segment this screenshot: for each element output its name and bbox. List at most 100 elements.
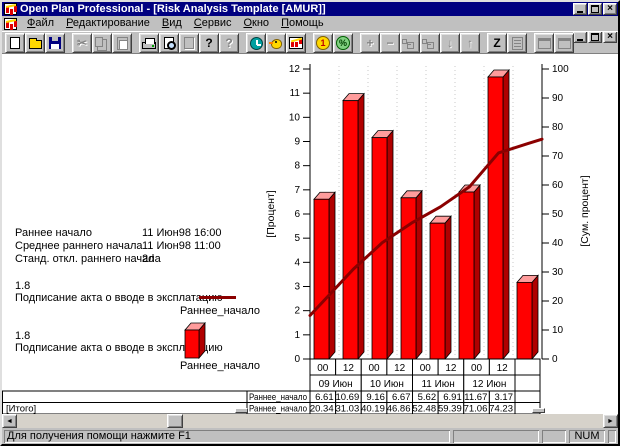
stat-value-mean-early-start: 11 Июн98 11:00 (142, 240, 221, 252)
context-help-button[interactable]: ? (219, 33, 239, 53)
row-group-label: [Итого] (6, 404, 36, 415)
value-label: 71.06 (464, 404, 488, 415)
app-icon[interactable] (4, 3, 17, 15)
cut-icon: ✂ (76, 36, 88, 50)
menu-edit[interactable]: Редактирование (66, 17, 150, 29)
left-axis-title: [Процент] (265, 190, 277, 237)
left-tick-label: 0 (294, 354, 300, 365)
value-label: 5.62 (418, 392, 437, 403)
minimize-button[interactable] (573, 3, 587, 15)
pane-splitter-handle[interactable] (235, 408, 248, 413)
percent-complete-button[interactable]: % (333, 33, 353, 53)
value-cell (514, 390, 541, 403)
scroll-right-button[interactable]: ► (603, 414, 618, 428)
print-preview-button[interactable] (159, 33, 179, 53)
new-file-button[interactable] (5, 33, 25, 53)
paste-button[interactable] (112, 33, 132, 53)
legend-1-series: Раннее_начало (180, 305, 261, 317)
bar (342, 100, 359, 360)
close-button[interactable]: × (603, 3, 617, 15)
menu-bar: Файл Редактирование Вид Сервис Окно Помо… (2, 16, 618, 43)
stat-value-stddev: 2d (142, 253, 155, 265)
sort-button[interactable]: Z (487, 33, 507, 53)
horizontal-scrollbar[interactable]: ◄ ► (2, 414, 618, 428)
cost-button[interactable]: 1 (313, 33, 333, 53)
row-name-label: Раннее_начало (249, 404, 307, 415)
bar (458, 191, 475, 360)
value-label: 9.16 (366, 392, 385, 403)
bar (516, 281, 533, 360)
link-button[interactable] (400, 33, 420, 53)
stat-value-early-start: 11 Июн98 16:00 (142, 227, 222, 239)
scrollbar-thumb[interactable] (167, 414, 183, 428)
left-tick-label: 11 (290, 88, 301, 99)
unlink-button[interactable] (420, 33, 440, 53)
value-label: 20.34 (310, 404, 334, 415)
save-button[interactable] (45, 33, 65, 53)
row-group-cell (2, 390, 248, 403)
restore-button[interactable] (588, 3, 602, 15)
resource-scheduling-button[interactable] (266, 33, 286, 53)
menu-file[interactable]: Файл (27, 17, 55, 29)
print-preview-icon (164, 37, 176, 50)
scroll-right-icon: ► (607, 417, 614, 425)
status-message: Для получения помощи нажмите F1 (4, 430, 450, 443)
right-tick-label: 30 (552, 267, 564, 278)
open-folder-icon (28, 38, 42, 49)
cut-button[interactable]: ✂ (72, 33, 92, 53)
risk-histogram-chart: 01234567891011120102030405060708090100[П… (2, 64, 591, 415)
date-cell (514, 374, 541, 392)
risk-analysis-button[interactable] (286, 33, 306, 53)
menu-help[interactable]: Помощь (281, 17, 324, 29)
title-bar: Open Plan Professional - [Risk Analysis … (2, 2, 618, 16)
notes-button[interactable] (507, 33, 527, 53)
bar-side (444, 215, 452, 361)
print-button[interactable] (139, 33, 159, 53)
open-file-button[interactable] (25, 33, 45, 53)
print-icon (142, 38, 156, 49)
window-tile-button[interactable] (534, 33, 554, 53)
value-label: 59.39 (438, 404, 462, 415)
doc-close-button[interactable]: × (603, 31, 617, 43)
copy-button[interactable] (92, 33, 112, 53)
value-label: 3.17 (495, 392, 514, 403)
scroll-left-button[interactable]: ◄ (2, 414, 17, 428)
right-tick-label: 80 (552, 122, 564, 133)
left-tick-label: 7 (294, 185, 300, 196)
left-tick-label: 9 (294, 137, 300, 148)
remove-button[interactable]: − (380, 33, 400, 53)
cumulative-line (308, 137, 544, 318)
value-label: 40.19 (361, 404, 385, 415)
add-button[interactable]: + (360, 33, 380, 53)
percent-glyph: % (338, 37, 347, 48)
page-setup-button[interactable] (179, 33, 199, 53)
menu-tools[interactable]: Сервис (193, 17, 232, 29)
legend-line-sample (199, 296, 236, 299)
chart-view: 0 1 2 3 4 5 6 7 8 9 10 11 12 0 10 20 30 40 50 60 70 80 90 100 [П… (2, 53, 618, 414)
time-analysis-button[interactable] (246, 33, 266, 53)
bar (487, 76, 504, 360)
row-group-cell (2, 402, 248, 414)
pane-splitter-handle[interactable] (532, 408, 545, 413)
window-tile-icon (537, 37, 551, 49)
move-down-button[interactable]: ↓ (440, 33, 460, 53)
close-icon: × (607, 3, 613, 14)
value-label: 52.48 (412, 404, 436, 415)
bar-side (502, 68, 510, 361)
move-up-button[interactable]: ↑ (460, 33, 480, 53)
menu-window[interactable]: Окно (243, 17, 270, 29)
status-bar: Для получения помощи нажмите F1 NUM (2, 429, 618, 444)
document-icon[interactable] (4, 17, 17, 30)
date-label: 10 Июн (370, 379, 404, 390)
arrow-up-icon: ↑ (467, 36, 473, 50)
num-lock-indicator: NUM (569, 430, 605, 443)
menu-view[interactable]: Вид (161, 17, 182, 29)
help-button[interactable]: ? (199, 33, 219, 53)
arrow-down-icon: ↓ (447, 36, 453, 50)
hour-label: 00 (420, 363, 432, 374)
value-label: 10.69 (335, 392, 359, 403)
left-tick-label: 8 (294, 161, 300, 172)
value-label: 6.61 (315, 392, 334, 403)
window-cascade-button[interactable] (554, 33, 574, 53)
left-tick-label: 3 (294, 282, 300, 293)
